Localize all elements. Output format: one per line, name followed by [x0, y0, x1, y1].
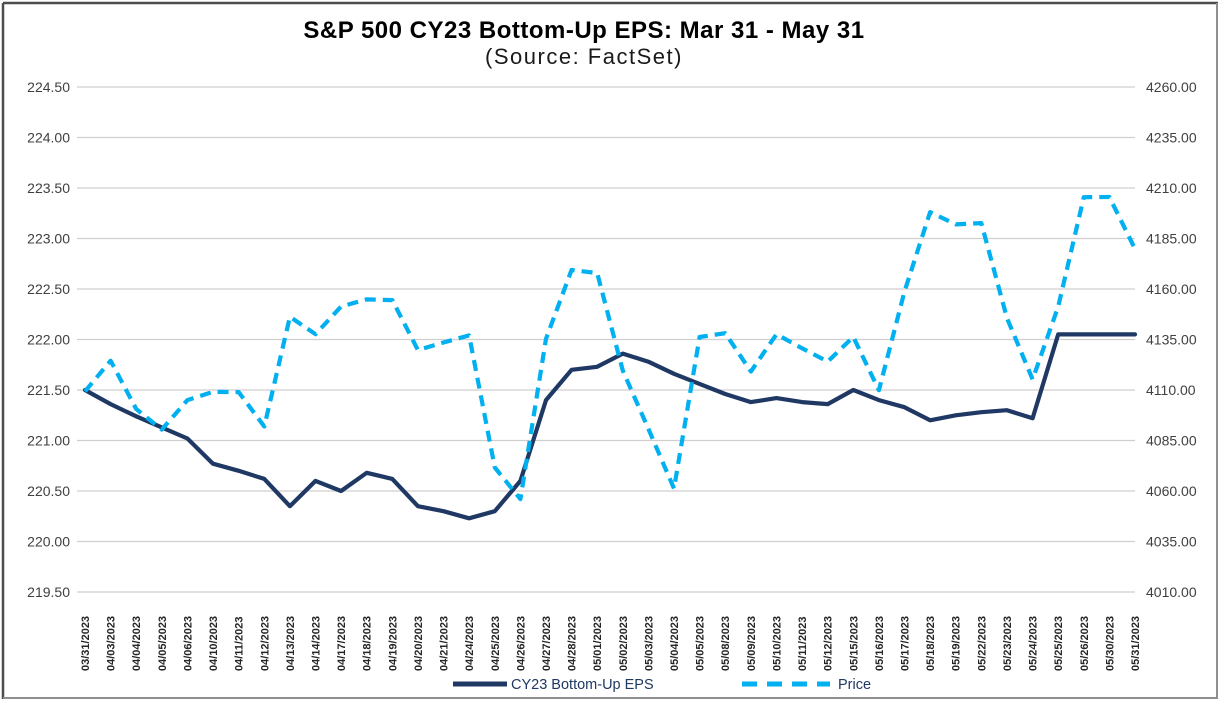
x-axis-date-label: 05/31/2023 — [1130, 616, 1142, 671]
x-axis-date-label: 05/17/2023 — [900, 616, 912, 671]
x-axis-date-label: 04/18/2023 — [362, 616, 374, 671]
x-axis-date-label: 05/08/2023 — [720, 616, 732, 671]
y-axis-right-tick-label: 4110.00 — [1146, 382, 1196, 398]
x-axis-date-label: 04/05/2023 — [157, 616, 169, 671]
x-axis-date-label: 05/19/2023 — [951, 616, 963, 671]
x-axis-date-label: 04/28/2023 — [567, 616, 579, 671]
y-axis-right-tick-label: 4060.00 — [1146, 483, 1197, 499]
x-axis-date-label: 05/30/2023 — [1104, 616, 1116, 671]
x-axis-date-label: 05/25/2023 — [1053, 616, 1065, 671]
x-axis-date-label: 04/24/2023 — [464, 616, 476, 671]
x-axis-date-label: 05/04/2023 — [669, 616, 681, 671]
y-axis-right-tick-label: 4135.00 — [1146, 332, 1197, 348]
x-axis-date-label: 05/01/2023 — [592, 616, 604, 671]
x-axis-date-label: 04/11/2023 — [234, 617, 246, 671]
price-series-line — [83, 194, 1137, 502]
y-axis-left-tick-label: 220.50 — [27, 483, 70, 499]
y-axis-right-tick-label: 4085.00 — [1146, 433, 1197, 449]
y-axis-right-tick-label: 4235.00 — [1146, 130, 1197, 146]
x-axis-date-label: 05/26/2023 — [1079, 616, 1091, 671]
x-axis-date-label: 05/24/2023 — [1028, 616, 1040, 671]
x-axis-date-label: 03/31/2023 — [80, 616, 92, 671]
x-axis-date-label: 04/12/2023 — [259, 616, 271, 671]
legend-label: CY23 Bottom-Up EPS — [511, 677, 654, 693]
x-axis-date-label: 05/10/2023 — [771, 616, 783, 671]
legend-label: Price — [838, 677, 871, 693]
x-axis-date-label: 04/26/2023 — [515, 616, 527, 671]
chart-title: S&P 500 CY23 Bottom-Up EPS: Mar 31 - May… — [303, 17, 865, 44]
x-axis-date-label: 04/06/2023 — [182, 616, 194, 671]
x-axis-date-label: 05/16/2023 — [874, 616, 886, 671]
y-axis-left-tick-label: 224.50 — [27, 79, 70, 95]
y-axis-left-tick-label: 221.50 — [27, 382, 70, 398]
y-axis-left-tick-label: 222.50 — [27, 281, 70, 297]
x-axis-date-label: 05/15/2023 — [848, 616, 860, 671]
x-axis-date-label: 04/04/2023 — [131, 616, 143, 671]
y-axis-left-tick-label: 224.00 — [27, 130, 70, 146]
x-axis-date-label: 05/05/2023 — [695, 616, 707, 671]
x-axis-date-label: 04/03/2023 — [106, 616, 118, 671]
x-axis-date-label: 04/20/2023 — [413, 616, 425, 671]
x-axis-date-label: 05/02/2023 — [618, 616, 630, 671]
x-axis-date-label: 04/25/2023 — [490, 616, 502, 671]
x-axis-date-label: 05/22/2023 — [976, 616, 988, 671]
y-axis-right-tick-label: 4260.00 — [1146, 79, 1197, 95]
y-axis-left-tick-label: 219.50 — [27, 584, 70, 600]
x-axis-date-label: 04/13/2023 — [285, 616, 297, 671]
x-axis-date-label: 05/11/2023 — [797, 617, 809, 671]
chart-subtitle: (Source: FactSet) — [485, 44, 683, 69]
y-axis-right-tick-label: 4010.00 — [1146, 584, 1197, 600]
x-axis-date-label: 04/14/2023 — [310, 616, 322, 671]
y-axis-left-tick-label: 220.00 — [27, 534, 70, 550]
x-axis-date-label: 04/27/2023 — [541, 616, 553, 671]
y-axis-right-tick-label: 4185.00 — [1146, 231, 1197, 247]
x-axis-date-label: 04/19/2023 — [387, 616, 399, 671]
y-axis-left-tick-label: 221.00 — [27, 433, 70, 449]
x-axis-date-label: 05/12/2023 — [823, 616, 835, 671]
x-axis-date-label: 05/03/2023 — [643, 616, 655, 671]
y-axis-right-tick-label: 4160.00 — [1146, 281, 1197, 297]
x-axis-date-label: 04/10/2023 — [208, 616, 220, 671]
x-axis-date-label: 05/23/2023 — [1002, 616, 1014, 671]
eps-series-line — [82, 332, 1138, 521]
y-axis-right-tick-label: 4035.00 — [1146, 534, 1197, 550]
y-axis-left-tick-label: 223.00 — [27, 231, 70, 247]
y-axis-right-tick-label: 4210.00 — [1146, 180, 1197, 196]
x-axis-date-label: 05/18/2023 — [925, 616, 937, 671]
y-axis-left-tick-label: 223.50 — [27, 180, 70, 196]
y-axis-left-tick-label: 222.00 — [27, 332, 70, 348]
x-axis-date-label: 04/21/2023 — [439, 616, 451, 671]
x-axis-date-label: 04/17/2023 — [336, 616, 348, 671]
x-axis-date-label: 05/09/2023 — [746, 616, 758, 671]
